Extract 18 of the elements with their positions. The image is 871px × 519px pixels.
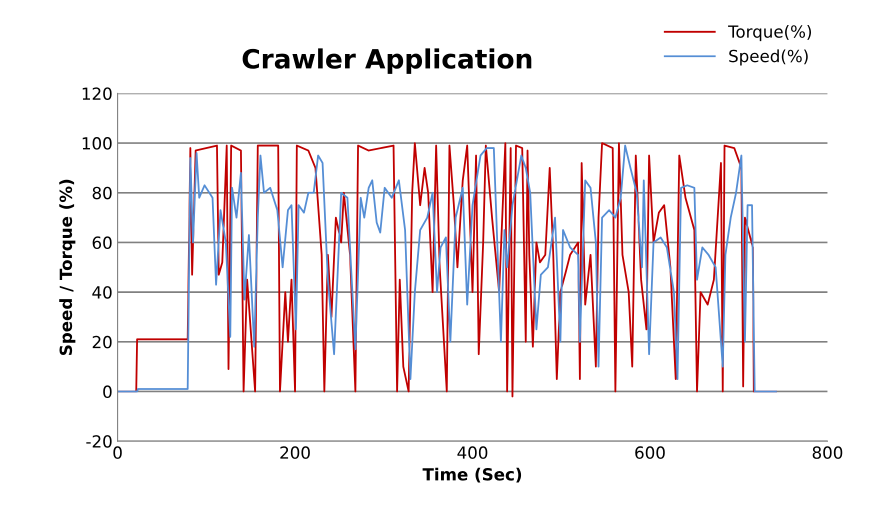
x-tick-label: 800 (812, 446, 842, 459)
x-tick-label: 0 (113, 446, 122, 459)
y-tick-label: -20 (86, 435, 112, 448)
y-tick-label: 20 (92, 336, 112, 348)
x-axis-title: Time (Sec) (422, 468, 522, 483)
y-tick-label: 120 (82, 87, 112, 100)
y-tick-label: 100 (82, 137, 112, 150)
y-axis-title: Speed / Torque (%) (59, 180, 76, 356)
x-tick-label: 600 (635, 446, 665, 459)
y-tick-label: 0 (103, 385, 112, 398)
x-tick-label: 400 (457, 446, 488, 459)
chart-title: Crawler Application (242, 48, 532, 74)
y-tick-label: 80 (92, 186, 112, 200)
legend-label: Speed(%) (729, 49, 808, 66)
legend-label: Torque(%) (728, 24, 812, 42)
y-tick-label: 40 (92, 286, 112, 299)
y-tick-label: 60 (92, 236, 112, 250)
x-tick-label: 200 (280, 446, 310, 459)
